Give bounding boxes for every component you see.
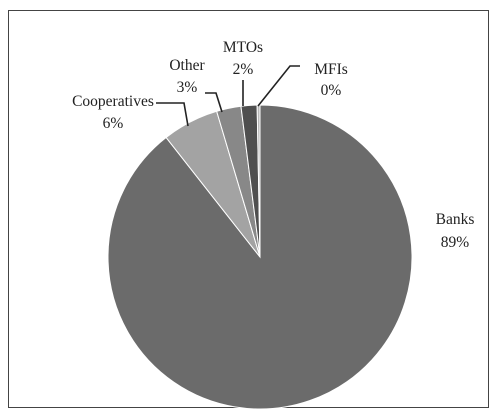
leader-cooperatives [156, 102, 189, 127]
slice-label-other: Other [169, 57, 205, 74]
leader-other [205, 92, 223, 113]
slice-value-cooperatives: 6% [103, 115, 124, 132]
leader-mfis [257, 65, 300, 107]
pie-slices [107, 104, 413, 410]
slice-value-other: 3% [177, 79, 198, 96]
slice-label-banks: Banks [436, 211, 475, 228]
slice-value-mfis: 0% [321, 82, 342, 99]
slice-value-banks: 89% [441, 234, 470, 251]
slice-label-mfis: MFIs [314, 61, 348, 78]
slice-label-mtos: MTOs [223, 39, 263, 56]
leader-lines [156, 65, 300, 127]
slice-label-cooperatives: Cooperatives [72, 93, 154, 110]
slice-value-mtos: 2% [233, 61, 254, 78]
